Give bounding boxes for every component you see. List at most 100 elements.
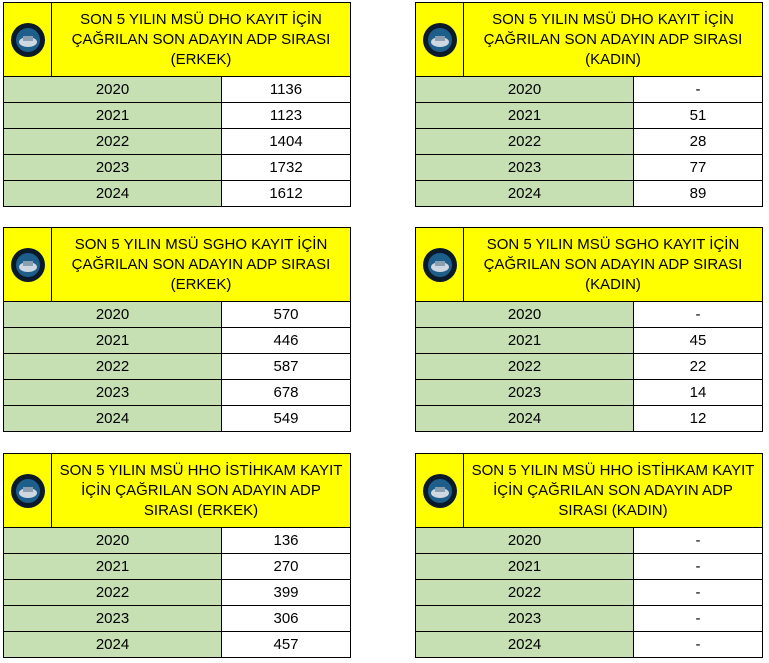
year-cell: 2024 [416, 406, 634, 431]
rank-cell: 587 [222, 354, 350, 379]
table-row: 2020 1136 [4, 77, 350, 103]
rank-cell: 1123 [222, 103, 350, 128]
rank-cell: 1732 [222, 155, 350, 180]
rank-cell: 399 [222, 580, 350, 605]
rank-cell: - [634, 77, 762, 102]
table-row: 2023- [416, 606, 762, 632]
table-row: 2024 549 [4, 406, 350, 431]
year-cell: 2024 [4, 632, 222, 657]
rank-cell: 306 [222, 606, 350, 631]
year-cell: 2023 [416, 606, 634, 631]
table-row: 2022- [416, 580, 762, 606]
rank-cell: 136 [222, 528, 350, 553]
rank-cell: - [634, 302, 762, 327]
table-header: SON 5 YILIN MSÜ SGHO KAYIT İÇİN ÇAĞRILAN… [4, 228, 350, 302]
year-cell: 2020 [4, 528, 222, 553]
table-row: 2022 587 [4, 354, 350, 380]
rank-cell: 45 [634, 328, 762, 353]
year-cell: 2020 [4, 77, 222, 102]
year-cell: 2022 [4, 580, 222, 605]
rank-cell: 1136 [222, 77, 350, 102]
table-row: 2021 270 [4, 554, 350, 580]
year-cell: 2022 [4, 129, 222, 154]
rank-cell: 51 [634, 103, 762, 128]
year-cell: 2022 [416, 129, 634, 154]
adp-table: SON 5 YILIN MSÜ HHO İSTİHKAM KAYIT İÇİN … [415, 453, 763, 658]
table-row: 2022 1404 [4, 129, 350, 155]
adp-table: SON 5 YILIN MSÜ SGHO KAYIT İÇİN ÇAĞRILAN… [3, 227, 351, 432]
rank-cell: 446 [222, 328, 350, 353]
adp-table: SON 5 YILIN MSÜ DHO KAYIT İÇİN ÇAĞRILAN … [415, 2, 763, 207]
table-row: 2023 14 [416, 380, 762, 406]
year-cell: 2021 [416, 328, 634, 353]
msu-logo-icon [416, 3, 464, 76]
rank-cell: 270 [222, 554, 350, 579]
rank-cell: - [634, 554, 762, 579]
rank-cell: 549 [222, 406, 350, 431]
year-cell: 2024 [4, 406, 222, 431]
year-cell: 2021 [416, 554, 634, 579]
adp-table: SON 5 YILIN MSÜ SGHO KAYIT İÇİN ÇAĞRILAN… [415, 227, 763, 432]
year-cell: 2023 [4, 155, 222, 180]
year-cell: 2020 [4, 302, 222, 327]
table-row: 2020- [416, 302, 762, 328]
table-header: SON 5 YILIN MSÜ DHO KAYIT İÇİN ÇAĞRILAN … [4, 3, 350, 77]
table-title: SON 5 YILIN MSÜ SGHO KAYIT İÇİN ÇAĞRILAN… [483, 235, 743, 293]
year-cell: 2020 [416, 528, 634, 553]
table-title: SON 5 YILIN MSÜ DHO KAYIT İÇİN ÇAĞRILAN … [71, 10, 331, 68]
msu-logo-icon [4, 3, 52, 76]
table-row: 2024 12 [416, 406, 762, 431]
rank-cell: - [634, 528, 762, 553]
year-cell: 2023 [4, 380, 222, 405]
adp-table: SON 5 YILIN MSÜ HHO İSTİHKAM KAYIT İÇİN … [3, 453, 351, 658]
table-row: 2021- [416, 554, 762, 580]
table-row: 2021 51 [416, 103, 762, 129]
table-row: 2021 45 [416, 328, 762, 354]
rank-cell: 77 [634, 155, 762, 180]
year-cell: 2022 [416, 580, 634, 605]
rank-cell: 28 [634, 129, 762, 154]
year-cell: 2020 [416, 302, 634, 327]
table-row: 2022 22 [416, 354, 762, 380]
rank-cell: - [634, 606, 762, 631]
table-row: 2023 1732 [4, 155, 350, 181]
table-row: 2020- [416, 528, 762, 554]
year-cell: 2024 [416, 181, 634, 206]
table-header: SON 5 YILIN MSÜ HHO İSTİHKAM KAYIT İÇİN … [4, 454, 350, 528]
year-cell: 2023 [416, 155, 634, 180]
rank-cell: 89 [634, 181, 762, 206]
year-cell: 2021 [4, 103, 222, 128]
msu-logo-icon [416, 454, 464, 527]
table-header: SON 5 YILIN MSÜ SGHO KAYIT İÇİN ÇAĞRILAN… [416, 228, 762, 302]
year-cell: 2024 [416, 632, 634, 657]
table-row: 2023 678 [4, 380, 350, 406]
msu-logo-icon [4, 454, 52, 527]
rank-cell: 1612 [222, 181, 350, 206]
table-row: 2020 136 [4, 528, 350, 554]
rank-cell: 457 [222, 632, 350, 657]
table-row: 2024 89 [416, 181, 762, 206]
adp-table: SON 5 YILIN MSÜ DHO KAYIT İÇİN ÇAĞRILAN … [3, 2, 351, 207]
year-cell: 2021 [416, 103, 634, 128]
table-row: 2024- [416, 632, 762, 657]
rank-cell: - [634, 580, 762, 605]
table-title: SON 5 YILIN MSÜ DHO KAYIT İÇİN ÇAĞRILAN … [483, 10, 743, 68]
year-cell: 2023 [416, 380, 634, 405]
table-header: SON 5 YILIN MSÜ DHO KAYIT İÇİN ÇAĞRILAN … [416, 3, 762, 77]
table-row: 2024 457 [4, 632, 350, 657]
year-cell: 2021 [4, 328, 222, 353]
rank-cell: 14 [634, 380, 762, 405]
table-row: 2020 570 [4, 302, 350, 328]
year-cell: 2022 [4, 354, 222, 379]
rank-cell: - [634, 632, 762, 657]
table-row: 2022 28 [416, 129, 762, 155]
rank-cell: 1404 [222, 129, 350, 154]
rank-cell: 678 [222, 380, 350, 405]
year-cell: 2020 [416, 77, 634, 102]
year-cell: 2023 [4, 606, 222, 631]
table-title: SON 5 YILIN MSÜ HHO İSTİHKAM KAYIT İÇİN … [471, 461, 755, 519]
table-title: SON 5 YILIN MSÜ SGHO KAYIT İÇİN ÇAĞRILAN… [71, 235, 331, 293]
table-row: 2022 399 [4, 580, 350, 606]
table-header: SON 5 YILIN MSÜ HHO İSTİHKAM KAYIT İÇİN … [416, 454, 762, 528]
year-cell: 2021 [4, 554, 222, 579]
